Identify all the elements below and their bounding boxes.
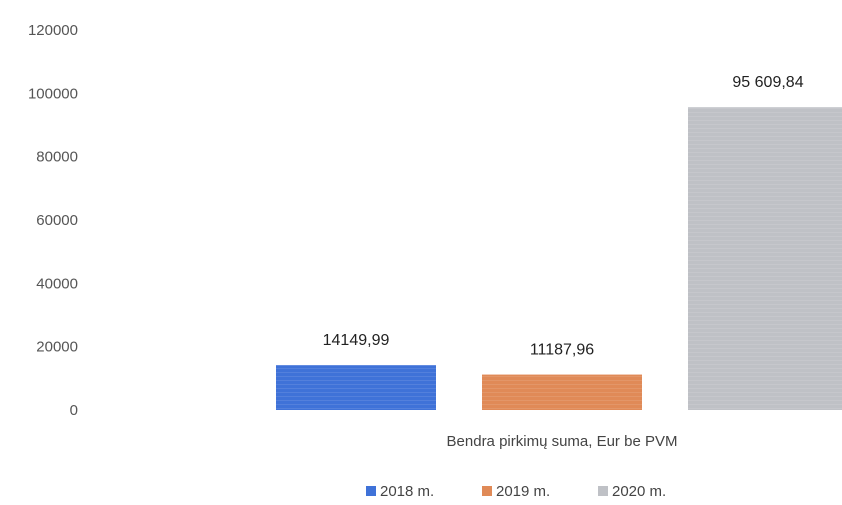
data-labels: 14149,99 11187,96 95 609,84: [323, 74, 804, 358]
y-axis: 0 20000 40000 60000 80000 100000 120000: [28, 22, 78, 419]
y-tick-label: 60000: [36, 212, 78, 229]
bar-texture: [482, 374, 642, 410]
data-label: 14149,99: [323, 332, 390, 349]
y-tick-label: 100000: [28, 85, 78, 102]
bar-series: [276, 107, 842, 410]
data-label: 95 609,84: [732, 74, 803, 91]
data-label: 11187,96: [530, 342, 594, 359]
y-tick-label: 40000: [36, 275, 78, 292]
category-label: Bendra pirkimų suma, Eur be PVM: [447, 433, 678, 450]
legend: 2018 m. 2019 m. 2020 m.: [366, 483, 666, 500]
legend-swatch: [482, 486, 492, 496]
y-tick-label: 80000: [36, 149, 78, 166]
y-tick-label: 20000: [36, 339, 78, 356]
y-tick-label: 0: [70, 402, 78, 419]
legend-label: 2019 m.: [496, 483, 550, 500]
legend-swatch: [598, 486, 608, 496]
bar-texture: [688, 107, 842, 410]
legend-swatch: [366, 486, 376, 496]
bar-texture: [276, 365, 436, 410]
legend-label: 2020 m.: [612, 483, 666, 500]
y-tick-label: 120000: [28, 22, 78, 39]
legend-label: 2018 m.: [380, 483, 434, 500]
